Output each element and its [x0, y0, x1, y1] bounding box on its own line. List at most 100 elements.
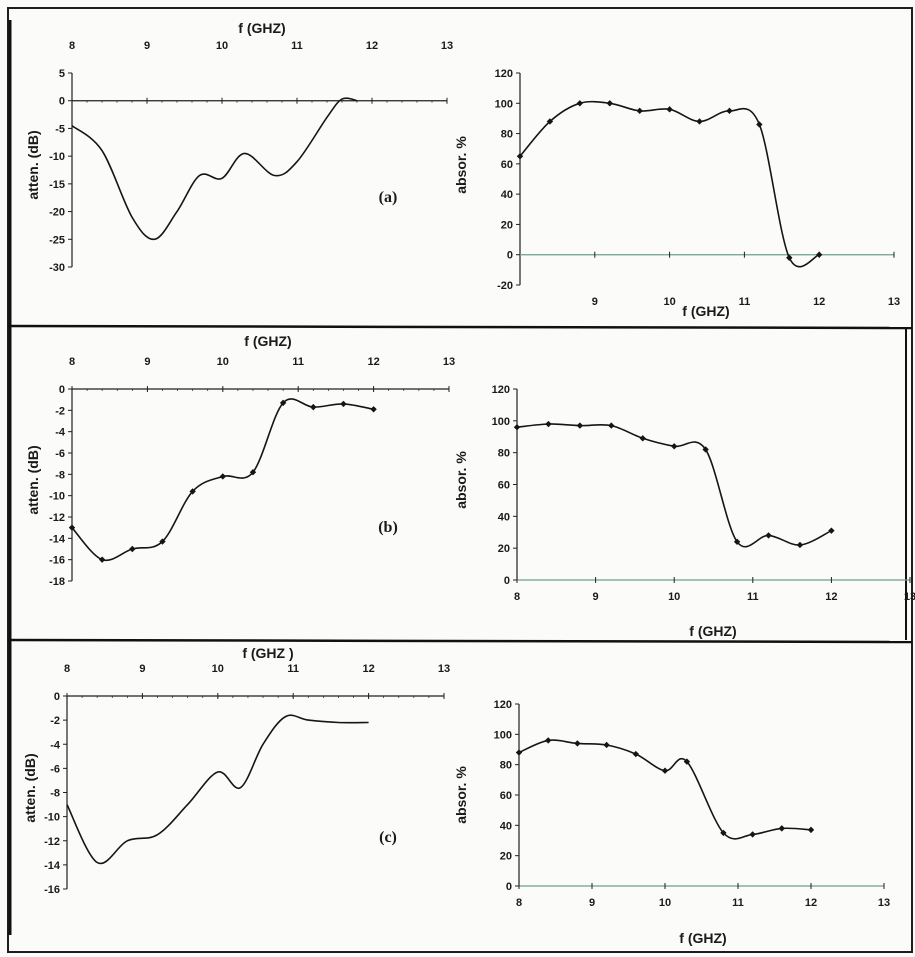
y-tick-label: 60 — [501, 159, 513, 171]
panel-label: (c) — [379, 829, 397, 846]
chart-a-absorption: 120 100 80 60 40 20 0 -20 9 10 11 12 13 f (GHZ) absor.… — [453, 68, 900, 319]
data-point-marker — [720, 829, 727, 837]
x-tick-label: 8 — [64, 663, 70, 675]
x-tick-label: 13 — [443, 356, 455, 368]
x-tick-label: 11 — [747, 591, 759, 603]
x-tick-label: 13 — [878, 897, 890, 909]
y-tick-label: -10 — [44, 812, 60, 824]
data-point-marker — [249, 469, 257, 476]
y-tick-label: -5 — [55, 123, 65, 135]
chart-b-absorption: 120 100 80 60 40 20 08 9 10 11 12 13 f (GHZ) absor. % — [453, 384, 915, 639]
y-tick-label: -6 — [50, 763, 60, 775]
series-line — [66, 714, 369, 865]
data-point-marker — [636, 107, 643, 115]
y-tick-label: 20 — [500, 851, 512, 863]
y-tick-label: 40 — [498, 511, 510, 523]
data-point-marker — [828, 527, 835, 534]
y-tick-label: 60 — [498, 480, 510, 492]
y-axis-title: atten. (dB) — [25, 445, 41, 514]
x-tick-label: 10 — [659, 897, 671, 909]
data-point-marker — [632, 750, 639, 758]
data-point-marker — [545, 420, 552, 428]
y-tick-label: -16 — [44, 884, 60, 896]
x-tick-label: 12 — [362, 663, 374, 675]
y-tick-label: 40 — [500, 820, 512, 832]
x-tick-label: 9 — [139, 663, 145, 675]
x-axis-title: f (GHZ ) — [242, 645, 293, 661]
y-axis-title: absor. % — [453, 451, 469, 509]
x-tick-label: 11 — [739, 296, 751, 308]
x-tick-label: 13 — [904, 591, 915, 603]
x-tick-label: 11 — [287, 663, 299, 675]
x-tick-label: 9 — [144, 356, 150, 368]
data-point-marker — [310, 403, 317, 411]
data-point-marker — [340, 400, 347, 408]
data-point-marker — [661, 767, 669, 774]
y-tick-label: -20 — [497, 280, 513, 292]
data-point-marker — [513, 424, 521, 431]
x-tick-label: 12 — [813, 296, 825, 308]
y-tick-label: -14 — [44, 860, 61, 872]
y-tick-label: 0 — [59, 96, 65, 108]
x-tick-label: 8 — [516, 897, 522, 909]
charts-layer: 50-5-10-15-20-25-308 9 10 11 12 13f (GHZ)atte… — [22, 20, 915, 946]
data-point-marker — [765, 532, 772, 539]
row-divider-1 — [7, 324, 913, 330]
page-frame — [7, 7, 913, 953]
y-tick-label: -12 — [49, 512, 65, 524]
y-tick-label: 0 — [54, 691, 60, 703]
data-point-marker — [702, 446, 709, 453]
y-tick-label: 20 — [501, 219, 513, 231]
series-line — [71, 97, 358, 241]
y-axis-title: absor. % — [453, 136, 469, 194]
data-point-marker — [796, 541, 804, 549]
x-tick-label: 11 — [292, 356, 304, 368]
data-point-marker — [733, 538, 741, 545]
data-point-marker — [515, 749, 523, 756]
data-point-marker — [749, 831, 756, 838]
data-point-marker — [219, 473, 226, 480]
y-tick-label: -8 — [50, 788, 60, 800]
y-tick-label: -20 — [49, 207, 65, 219]
y-tick-label: 5 — [59, 68, 65, 80]
y-tick-label: 100 — [494, 729, 512, 741]
data-point-marker — [576, 100, 584, 107]
x-axis-title: f (GHZ) — [244, 333, 291, 349]
data-point-marker — [671, 443, 678, 450]
y-tick-label: 0 — [506, 881, 512, 893]
x-tick-label: 13 — [441, 40, 453, 52]
data-point-marker — [726, 107, 733, 115]
y-tick-label: 100 — [492, 416, 510, 428]
x-tick-label: 10 — [668, 591, 680, 603]
y-axis-title: absor. % — [453, 766, 469, 824]
y-tick-label: -2 — [55, 405, 65, 417]
x-tick-label: 11 — [291, 40, 303, 52]
chart-b-attenuation: 0 -2 -4 -6 -8 -10 -12 -14 -16 -18 8 9 10 11 12 13 f (GHZ… — [25, 333, 455, 588]
y-tick-label: -10 — [49, 151, 65, 163]
data-point-marker — [639, 435, 646, 442]
chart-c-absorption: 120 100 80 60 40 20 08 9 10 11 12 13 f (GHZ) absor. % — [453, 699, 890, 946]
data-point-marker — [545, 737, 552, 744]
data-point-marker — [68, 524, 76, 531]
data-point-marker — [786, 254, 793, 261]
chart-c-attenuation: 0 -2 -4 -6 -8 -10 -12 -14 -16 8 9 10 11 12 13 f (GHZ ) a… — [22, 645, 450, 896]
y-tick-label: 120 — [492, 384, 510, 396]
y-axis-title: atten. (dB) — [25, 130, 41, 199]
data-point-marker — [756, 121, 763, 128]
x-tick-label: 8 — [69, 40, 75, 52]
data-point-marker — [696, 118, 703, 125]
x-tick-label: 12 — [825, 591, 837, 603]
x-tick-label: 12 — [367, 356, 379, 368]
x-tick-label: 10 — [216, 40, 228, 52]
y-tick-label: 40 — [501, 189, 513, 201]
x-tick-label: 12 — [366, 40, 378, 52]
x-tick-label: 9 — [589, 897, 595, 909]
y-tick-label: -12 — [44, 836, 60, 848]
y-tick-label: 120 — [494, 699, 512, 711]
x-tick-label: 13 — [888, 296, 900, 308]
y-tick-label: -4 — [50, 739, 61, 751]
data-point-marker — [370, 406, 377, 413]
y-tick-label: 80 — [500, 760, 512, 772]
data-point-marker — [159, 538, 166, 545]
data-point-marker — [279, 399, 287, 407]
